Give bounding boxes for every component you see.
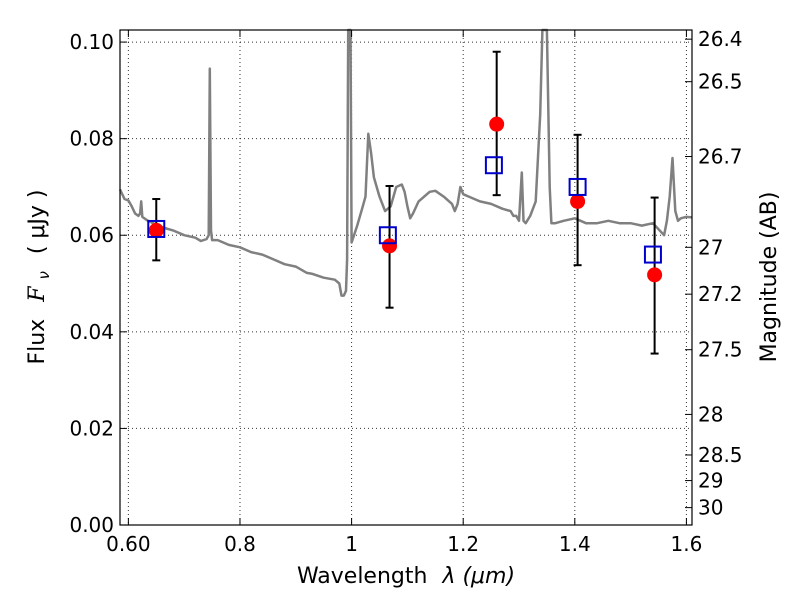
observed-point xyxy=(148,222,164,238)
x-tick-label: 1.4 xyxy=(559,532,591,556)
x-tick-label: 1.2 xyxy=(447,532,479,556)
plot-frame xyxy=(119,29,693,526)
right-tick-label: 27.2 xyxy=(698,282,743,306)
y-axis-label-sub: ν xyxy=(35,271,53,279)
right-tick-label: 26.4 xyxy=(698,27,743,51)
y-axis-label-math: F xyxy=(25,286,50,303)
model-photometry-point xyxy=(568,177,587,196)
right-axis-label: Magnitude (AB) xyxy=(757,192,782,363)
right-tick-label: 30 xyxy=(698,496,723,520)
right-tick-label: 28.5 xyxy=(698,443,743,467)
right-tick-labels: 26.4 26.5 26.7 27 27.2 27.5 28 28.529 30 xyxy=(698,27,743,519)
y-tick-label: 0.10 xyxy=(69,30,114,54)
y-axis-label: Flux F ν ( μJy ) xyxy=(25,189,55,364)
observed-point xyxy=(489,116,505,132)
right-tick-label: 26.5 xyxy=(698,70,743,94)
y-tick-label: 0.02 xyxy=(69,416,114,440)
y-tick-label: 0.00 xyxy=(69,513,114,537)
y-axis-label-unit: ( μJy ) xyxy=(25,189,50,254)
y-tick-label: 0.08 xyxy=(69,127,114,151)
x-tick-label: 0.60 xyxy=(106,532,151,556)
x-tick-labels: 0.60 0.8 1 1.2 1.4 1.6 xyxy=(106,532,702,556)
observed-points xyxy=(148,116,663,283)
x-tick-label: 0.8 xyxy=(224,532,256,556)
observed-point xyxy=(647,267,663,283)
right-tick-label: 28 xyxy=(698,402,723,426)
right-tick-label: 29 xyxy=(698,469,723,493)
x-axis-label-text: Wavelength xyxy=(297,564,428,589)
y-tick-label: 0.04 xyxy=(69,320,114,344)
x-tick-label: 1 xyxy=(345,532,358,556)
observed-point xyxy=(382,238,398,254)
y-axis-label-text: Flux xyxy=(25,319,50,365)
axis-ticks xyxy=(120,30,692,526)
x-axis-label-math: λ (μm) xyxy=(441,564,515,589)
x-tick-label: 1.6 xyxy=(671,532,703,556)
y-tick-label: 0.06 xyxy=(69,223,114,247)
observed-point xyxy=(570,193,586,209)
x-axis-label: Wavelength λ (μm) xyxy=(297,564,515,589)
y-tick-labels: 0.00 0.02 0.04 0.06 0.08 0.10 xyxy=(69,30,114,537)
model-photometry-point xyxy=(643,245,662,264)
right-tick-label: 27 xyxy=(698,235,723,259)
right-tick-label: 27.5 xyxy=(698,338,743,362)
model-photometry-points xyxy=(147,156,662,264)
model-photometry-point xyxy=(147,219,166,238)
model-photometry-point xyxy=(484,156,503,175)
model-photometry-point xyxy=(378,226,397,245)
grid xyxy=(120,30,692,525)
model-spectrum-line xyxy=(118,28,693,297)
right-tick-label: 26.7 xyxy=(698,145,743,169)
